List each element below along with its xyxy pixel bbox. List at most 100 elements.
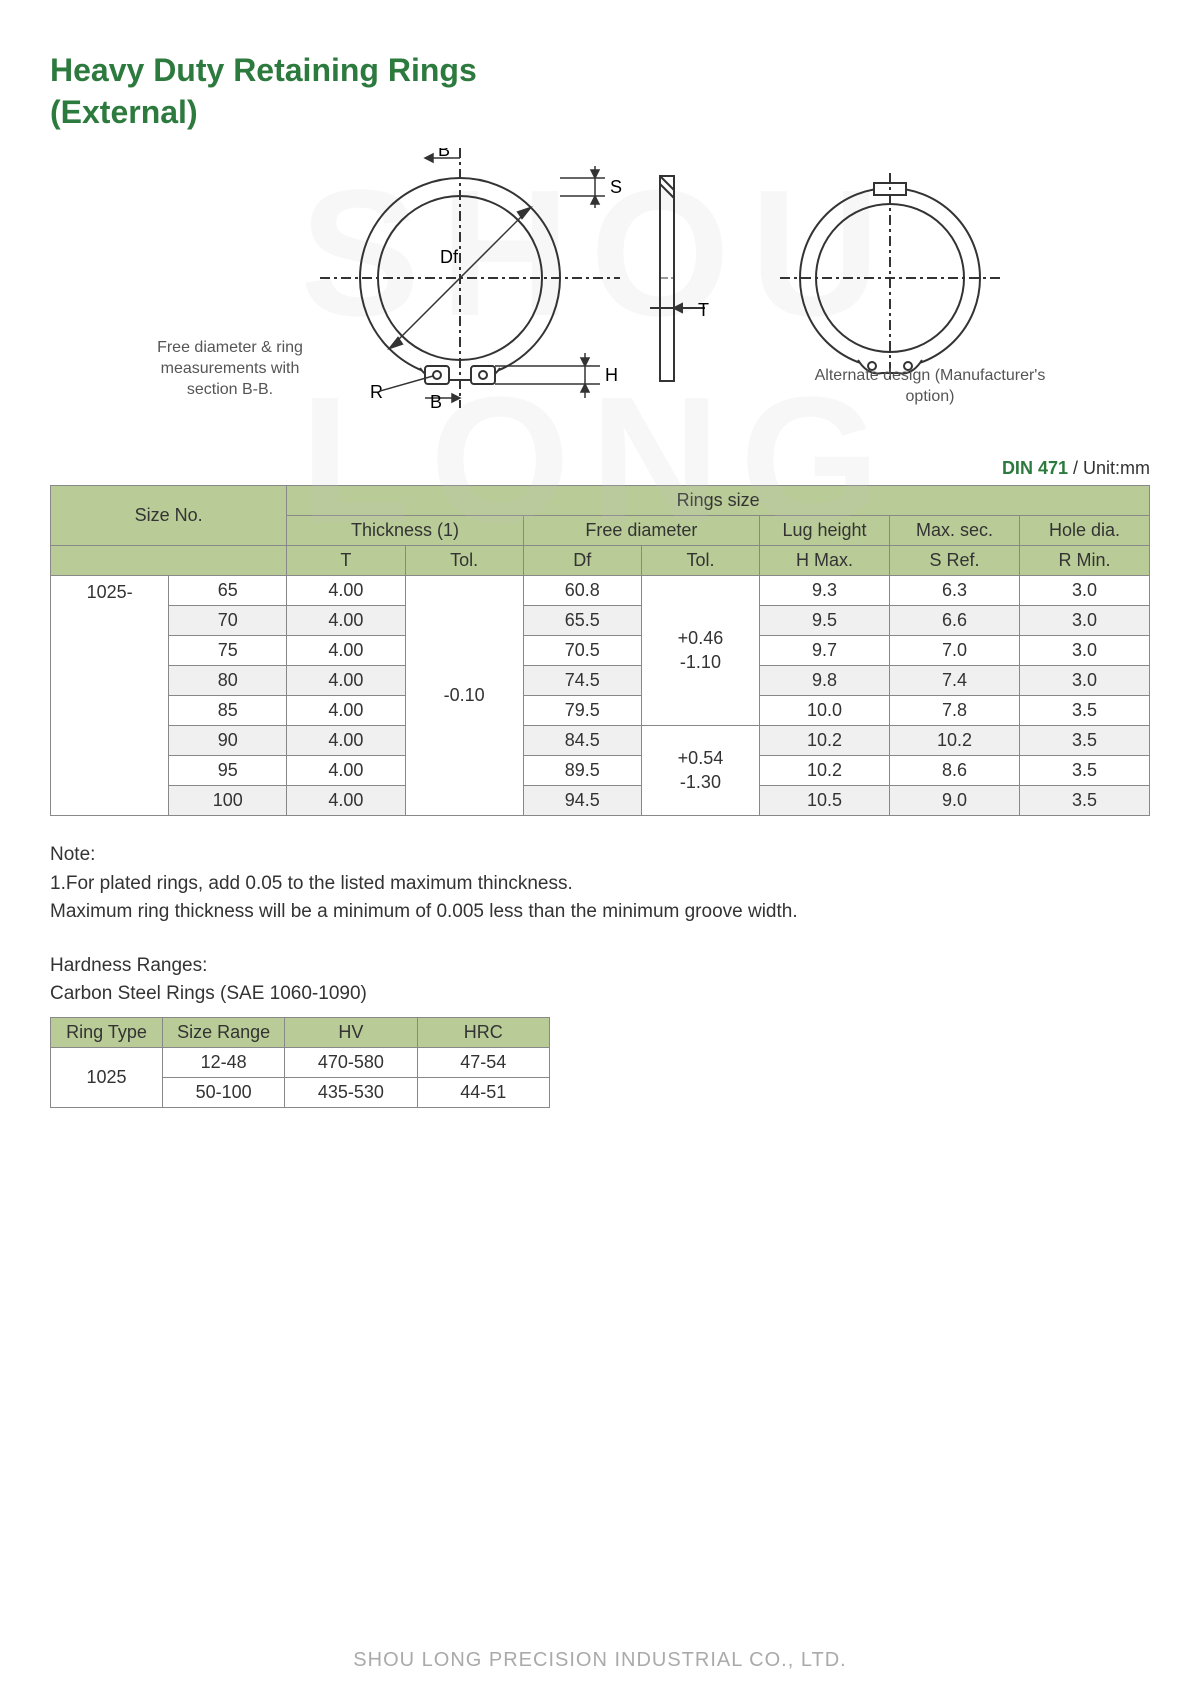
label-b-bot: B (430, 392, 442, 412)
cell-H: 10.5 (760, 786, 890, 816)
cell-size: 80 (169, 666, 287, 696)
th-Df-tol: Tol. (641, 546, 759, 576)
table-row: 1004.00 94.5 10.59.03.5 (51, 786, 1150, 816)
hcell-type: 1025 (51, 1047, 163, 1107)
cell-R: 3.5 (1020, 756, 1150, 786)
table-row: 754.00 70.5 9.77.03.0 (51, 636, 1150, 666)
hcell-hrc: 47-54 (417, 1047, 549, 1077)
hcell-range: 12-48 (163, 1047, 285, 1077)
size-prefix-cell: 1025- (51, 576, 169, 816)
cell-size: 65 (169, 576, 287, 606)
th-S: S Ref. (890, 546, 1020, 576)
cell-T: 4.00 (287, 756, 405, 786)
cell-T: 4.00 (287, 726, 405, 756)
page-title: Heavy Duty Retaining Rings (External) (50, 50, 1150, 133)
th-lug-height: Lug height (760, 516, 890, 546)
cell-T: 4.00 (287, 576, 405, 606)
cell-size: 100 (169, 786, 287, 816)
cell-size: 75 (169, 636, 287, 666)
cell-Df: 84.5 (523, 726, 641, 756)
hth-range: Size Range (163, 1017, 285, 1047)
cell-Df: 79.5 (523, 696, 641, 726)
cell-R: 3.5 (1020, 696, 1150, 726)
hth-type: Ring Type (51, 1017, 163, 1047)
cell-size: 90 (169, 726, 287, 756)
cell-Df: 70.5 (523, 636, 641, 666)
th-thickness: Thickness (1) (287, 516, 523, 546)
footer-company: SHOU LONG PRECISION INDUSTRIAL CO., LTD. (0, 1649, 1200, 1672)
note-line1: 1.For plated rings, add 0.05 to the list… (50, 870, 1150, 899)
cell-Df-tol1: +0.46-1.10 (641, 576, 759, 726)
hcell-hv: 435-530 (285, 1077, 417, 1107)
hardness-row: 102512-48470-58047-54 (51, 1047, 550, 1077)
th-hole-dia: Hole dia. (1020, 516, 1150, 546)
cell-S: 9.0 (890, 786, 1020, 816)
cell-T: 4.00 (287, 786, 405, 816)
diagram-caption-left: Free diameter & ring measurements with s… (135, 338, 325, 400)
note-title: Note: (50, 841, 1150, 870)
th-R: R Min. (1020, 546, 1150, 576)
hardness-title1: Hardness Ranges: (50, 952, 1150, 981)
cell-R: 3.0 (1020, 576, 1150, 606)
cell-S: 8.6 (890, 756, 1020, 786)
standard-code: DIN 471 (1002, 458, 1068, 478)
hardness-table: Ring Type Size Range HV HRC 102512-48470… (50, 1017, 550, 1108)
th-free-dia: Free diameter (523, 516, 759, 546)
cell-R: 3.5 (1020, 726, 1150, 756)
cell-H: 10.2 (760, 756, 890, 786)
table-row: 854.00 79.5 10.07.83.5 (51, 696, 1150, 726)
label-r: R (370, 382, 383, 402)
label-b-top: B (438, 148, 450, 160)
table-row: 1025-654.00-0.1060.8+0.46-1.109.36.33.0 (51, 576, 1150, 606)
notes-block: Note: 1.For plated rings, add 0.05 to th… (50, 841, 1150, 927)
cell-size: 95 (169, 756, 287, 786)
cell-T: 4.00 (287, 636, 405, 666)
th-T: T (287, 546, 405, 576)
cell-S: 7.0 (890, 636, 1020, 666)
label-s: S (610, 177, 622, 197)
cell-H: 9.8 (760, 666, 890, 696)
cell-size: 85 (169, 696, 287, 726)
hcell-hv: 470-580 (285, 1047, 417, 1077)
cell-T: 4.00 (287, 696, 405, 726)
table-row: 904.0084.5+0.54-1.3010.210.23.5 (51, 726, 1150, 756)
label-t: T (698, 300, 709, 320)
th-H: H Max. (760, 546, 890, 576)
cell-S: 10.2 (890, 726, 1020, 756)
th-Df: Df (523, 546, 641, 576)
cell-size: 70 (169, 606, 287, 636)
hth-hrc: HRC (417, 1017, 549, 1047)
title-line1: Heavy Duty Retaining Rings (50, 52, 477, 88)
cell-Df: 60.8 (523, 576, 641, 606)
hcell-range: 50-100 (163, 1077, 285, 1107)
cell-R: 3.0 (1020, 636, 1150, 666)
standard-line: DIN 471 / Unit:mm (50, 458, 1150, 479)
th-size-no: Size No. (51, 486, 287, 546)
standard-unit: / Unit:mm (1068, 458, 1150, 478)
cell-Df: 65.5 (523, 606, 641, 636)
cell-H: 10.0 (760, 696, 890, 726)
hardness-heading: Hardness Ranges: Carbon Steel Rings (SAE… (50, 952, 1150, 1009)
cell-T: 4.00 (287, 606, 405, 636)
hth-hv: HV (285, 1017, 417, 1047)
cell-Df: 94.5 (523, 786, 641, 816)
note-line2: Maximum ring thickness will be a minimum… (50, 898, 1150, 927)
cell-T: 4.00 (287, 666, 405, 696)
cell-R: 3.5 (1020, 786, 1150, 816)
hcell-hrc: 44-51 (417, 1077, 549, 1107)
th-max-sec: Max. sec. (890, 516, 1020, 546)
label-h: H (605, 365, 618, 385)
table-row: 804.0074.59.87.43.0 (51, 666, 1150, 696)
cell-T-tol: -0.10 (405, 576, 523, 816)
cell-H: 9.5 (760, 606, 890, 636)
cell-S: 6.6 (890, 606, 1020, 636)
cell-Df: 89.5 (523, 756, 641, 786)
cell-S: 7.4 (890, 666, 1020, 696)
table-row: 704.0065.59.56.63.0 (51, 606, 1150, 636)
cell-S: 6.3 (890, 576, 1020, 606)
main-rings-table: Size No. Rings size Thickness (1) Free d… (50, 485, 1150, 816)
technical-diagram: Free diameter & ring measurements with s… (150, 148, 1050, 438)
cell-S: 7.8 (890, 696, 1020, 726)
cell-H: 9.7 (760, 636, 890, 666)
cell-H: 9.3 (760, 576, 890, 606)
